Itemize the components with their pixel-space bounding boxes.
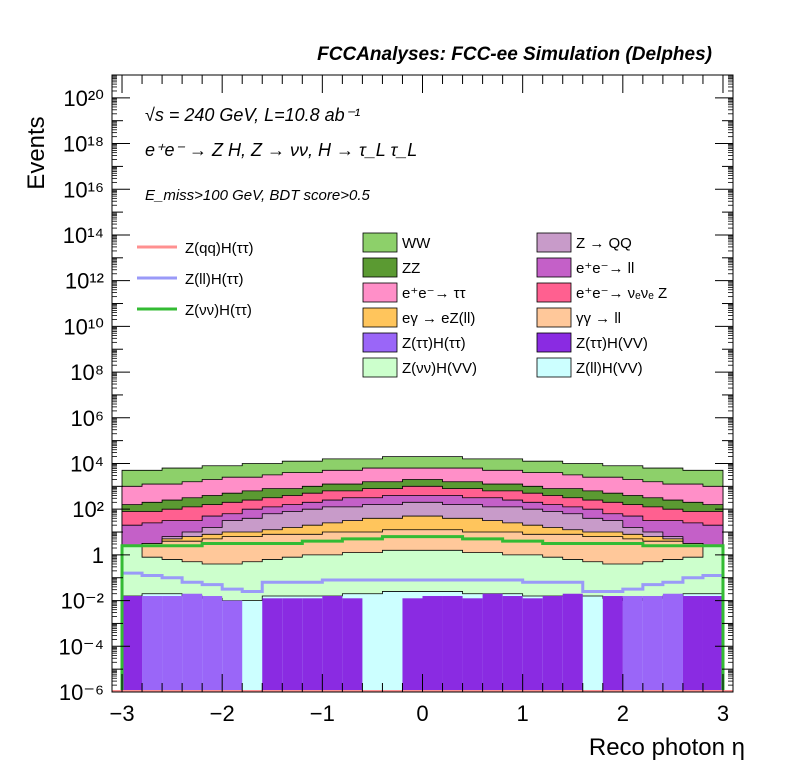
legend-label: Z(ττ)H(ττ) bbox=[402, 335, 466, 352]
legend-label: γγ → ll bbox=[576, 310, 621, 327]
bar-Ztautau_HVV bbox=[702, 596, 723, 692]
y-tick-label: 10⁴ bbox=[70, 451, 104, 476]
legend-fill-swatch bbox=[362, 332, 398, 353]
x-tick-label: −2 bbox=[210, 701, 235, 726]
y-tick-label: 10¹⁴ bbox=[63, 223, 104, 248]
bar-Ztautau_HVV bbox=[502, 596, 523, 692]
x-axis-title: Reco photon η bbox=[589, 734, 745, 761]
x-tick-label: 1 bbox=[517, 701, 529, 726]
legend: Z(qq)H(ττ) Z(ll)H(ττ) Z(νν)H(ττ) WW ZZ e⁺e⁻→ … bbox=[137, 232, 667, 378]
bar-Ztautau_HVV bbox=[562, 593, 583, 692]
y-tick-label: 10⁻⁴ bbox=[58, 634, 104, 659]
legend-label: e⁺e⁻→ ll bbox=[576, 260, 634, 277]
legend-label: Z(ττ)H(VV) bbox=[576, 335, 648, 352]
bar-Ztautau_HVV bbox=[602, 596, 623, 692]
y-tick-label: 10¹⁰ bbox=[63, 314, 104, 339]
y-tick-label: 10¹⁶ bbox=[63, 177, 104, 202]
bar-Ztautau_HVV bbox=[262, 598, 283, 692]
x-tick-label: 3 bbox=[717, 701, 729, 726]
legend-fill-swatch bbox=[362, 257, 398, 278]
line-Znunu-Htautau bbox=[120, 535, 725, 692]
bar-Ztautau_HVV bbox=[522, 598, 543, 692]
legend-label: WW bbox=[402, 235, 431, 252]
bar-Ztautau_Htautau bbox=[642, 596, 663, 692]
bar-Ztautau_HVV bbox=[282, 598, 303, 692]
bar-Ztautau_Htautau bbox=[162, 596, 183, 692]
bar-Ztautau_Htautau bbox=[222, 600, 243, 692]
y-tick-label: 10⁻² bbox=[61, 589, 104, 614]
x-tick-label: −3 bbox=[109, 701, 134, 726]
y-tick-label: 10⁻⁶ bbox=[59, 680, 104, 705]
bar-Ztautau_HVV bbox=[462, 598, 483, 692]
bar-Ztautau_HVV bbox=[482, 593, 503, 692]
legend-fill-swatch bbox=[536, 257, 572, 278]
bar-Ztautau_HVV bbox=[302, 598, 323, 692]
legend-fill-swatch bbox=[362, 282, 398, 303]
bar-Ztautau_Htautau bbox=[142, 596, 163, 692]
bar-Ztautau_Htautau bbox=[202, 596, 223, 692]
legend-fill-swatch bbox=[362, 232, 398, 253]
signal-bars bbox=[122, 593, 723, 692]
legend-fill-swatch bbox=[362, 357, 398, 378]
legend-label: ZZ bbox=[402, 260, 420, 277]
legend-fill-swatch bbox=[536, 307, 572, 328]
y-tick-label: 10²⁰ bbox=[63, 86, 104, 111]
legend-label: Z(νν)H(ττ) bbox=[185, 302, 252, 319]
legend-label: e⁺e⁻→ ττ bbox=[402, 285, 466, 302]
y-tick-label: 10⁶ bbox=[70, 406, 104, 431]
y-tick-label: 10⁸ bbox=[70, 360, 104, 385]
legend-label: Z(ll)H(ττ) bbox=[185, 271, 244, 288]
bar-Ztautau_Htautau bbox=[662, 593, 683, 692]
legend-label: e⁺e⁻→ νₑνₑ Z bbox=[576, 285, 667, 302]
bar-Ztautau_HVV bbox=[442, 596, 463, 692]
process-label: e⁺e⁻ → Z H, Z → νν, H → τ_L τ_L bbox=[145, 140, 417, 160]
energy-lumi-label: √s = 240 GeV, L=10.8 ab⁻¹ bbox=[145, 105, 360, 125]
legend-label: Z → QQ bbox=[576, 235, 632, 252]
bar-Ztautau_HVV bbox=[402, 598, 423, 692]
x-tick-label: 0 bbox=[416, 701, 428, 726]
legend-label: Z(νν)H(VV) bbox=[402, 360, 477, 377]
y-tick-label: 10² bbox=[72, 497, 104, 522]
bar-Ztautau_HVV bbox=[342, 598, 363, 692]
x-tick-label: −1 bbox=[310, 701, 335, 726]
legend-fill-swatch bbox=[536, 282, 572, 303]
x-tick-label: 2 bbox=[617, 701, 629, 726]
y-tick-label: 10¹² bbox=[65, 269, 104, 294]
y-axis-title: Events bbox=[23, 116, 50, 189]
bar-Ztautau_HVV bbox=[122, 596, 143, 692]
legend-label: Z(ll)H(VV) bbox=[576, 360, 643, 377]
bar-Ztautau_HVV bbox=[542, 596, 563, 692]
axes: −3 −2 −1 0 1 2 3 10⁻⁶ 10⁻⁴ 10⁻² 1 10² 10⁴ 10⁶ 10⁸ 10¹⁰ 1… bbox=[58, 74, 734, 726]
bar-Ztautau_Htautau bbox=[622, 596, 643, 692]
annotations: FCCAnalyses: FCC-ee Simulation (Delphes)… bbox=[23, 44, 745, 761]
plot-header: FCCAnalyses: FCC-ee Simulation (Delphes) bbox=[317, 44, 712, 65]
legend-fill-swatch bbox=[362, 307, 398, 328]
legend-fill-swatch bbox=[536, 332, 572, 353]
legend-label: Z(qq)H(ττ) bbox=[185, 240, 254, 257]
bar-Ztautau_HVV bbox=[682, 596, 703, 692]
bar-Ztautau_HVV bbox=[422, 596, 443, 692]
legend-fill-swatch bbox=[536, 232, 572, 253]
bar-Ztautau_Htautau bbox=[182, 593, 203, 692]
line-Zll-Htautau bbox=[120, 571, 725, 692]
legend-label: eγ → eZ(ll) bbox=[402, 310, 475, 327]
legend-fill-swatch bbox=[536, 357, 572, 378]
y-tick-label: 1 bbox=[92, 543, 104, 568]
y-tick-label: 10¹⁸ bbox=[63, 132, 104, 157]
bar-Ztautau_HVV bbox=[322, 596, 343, 692]
selection-label: E_miss>100 GeV, BDT score>0.5 bbox=[145, 187, 370, 204]
